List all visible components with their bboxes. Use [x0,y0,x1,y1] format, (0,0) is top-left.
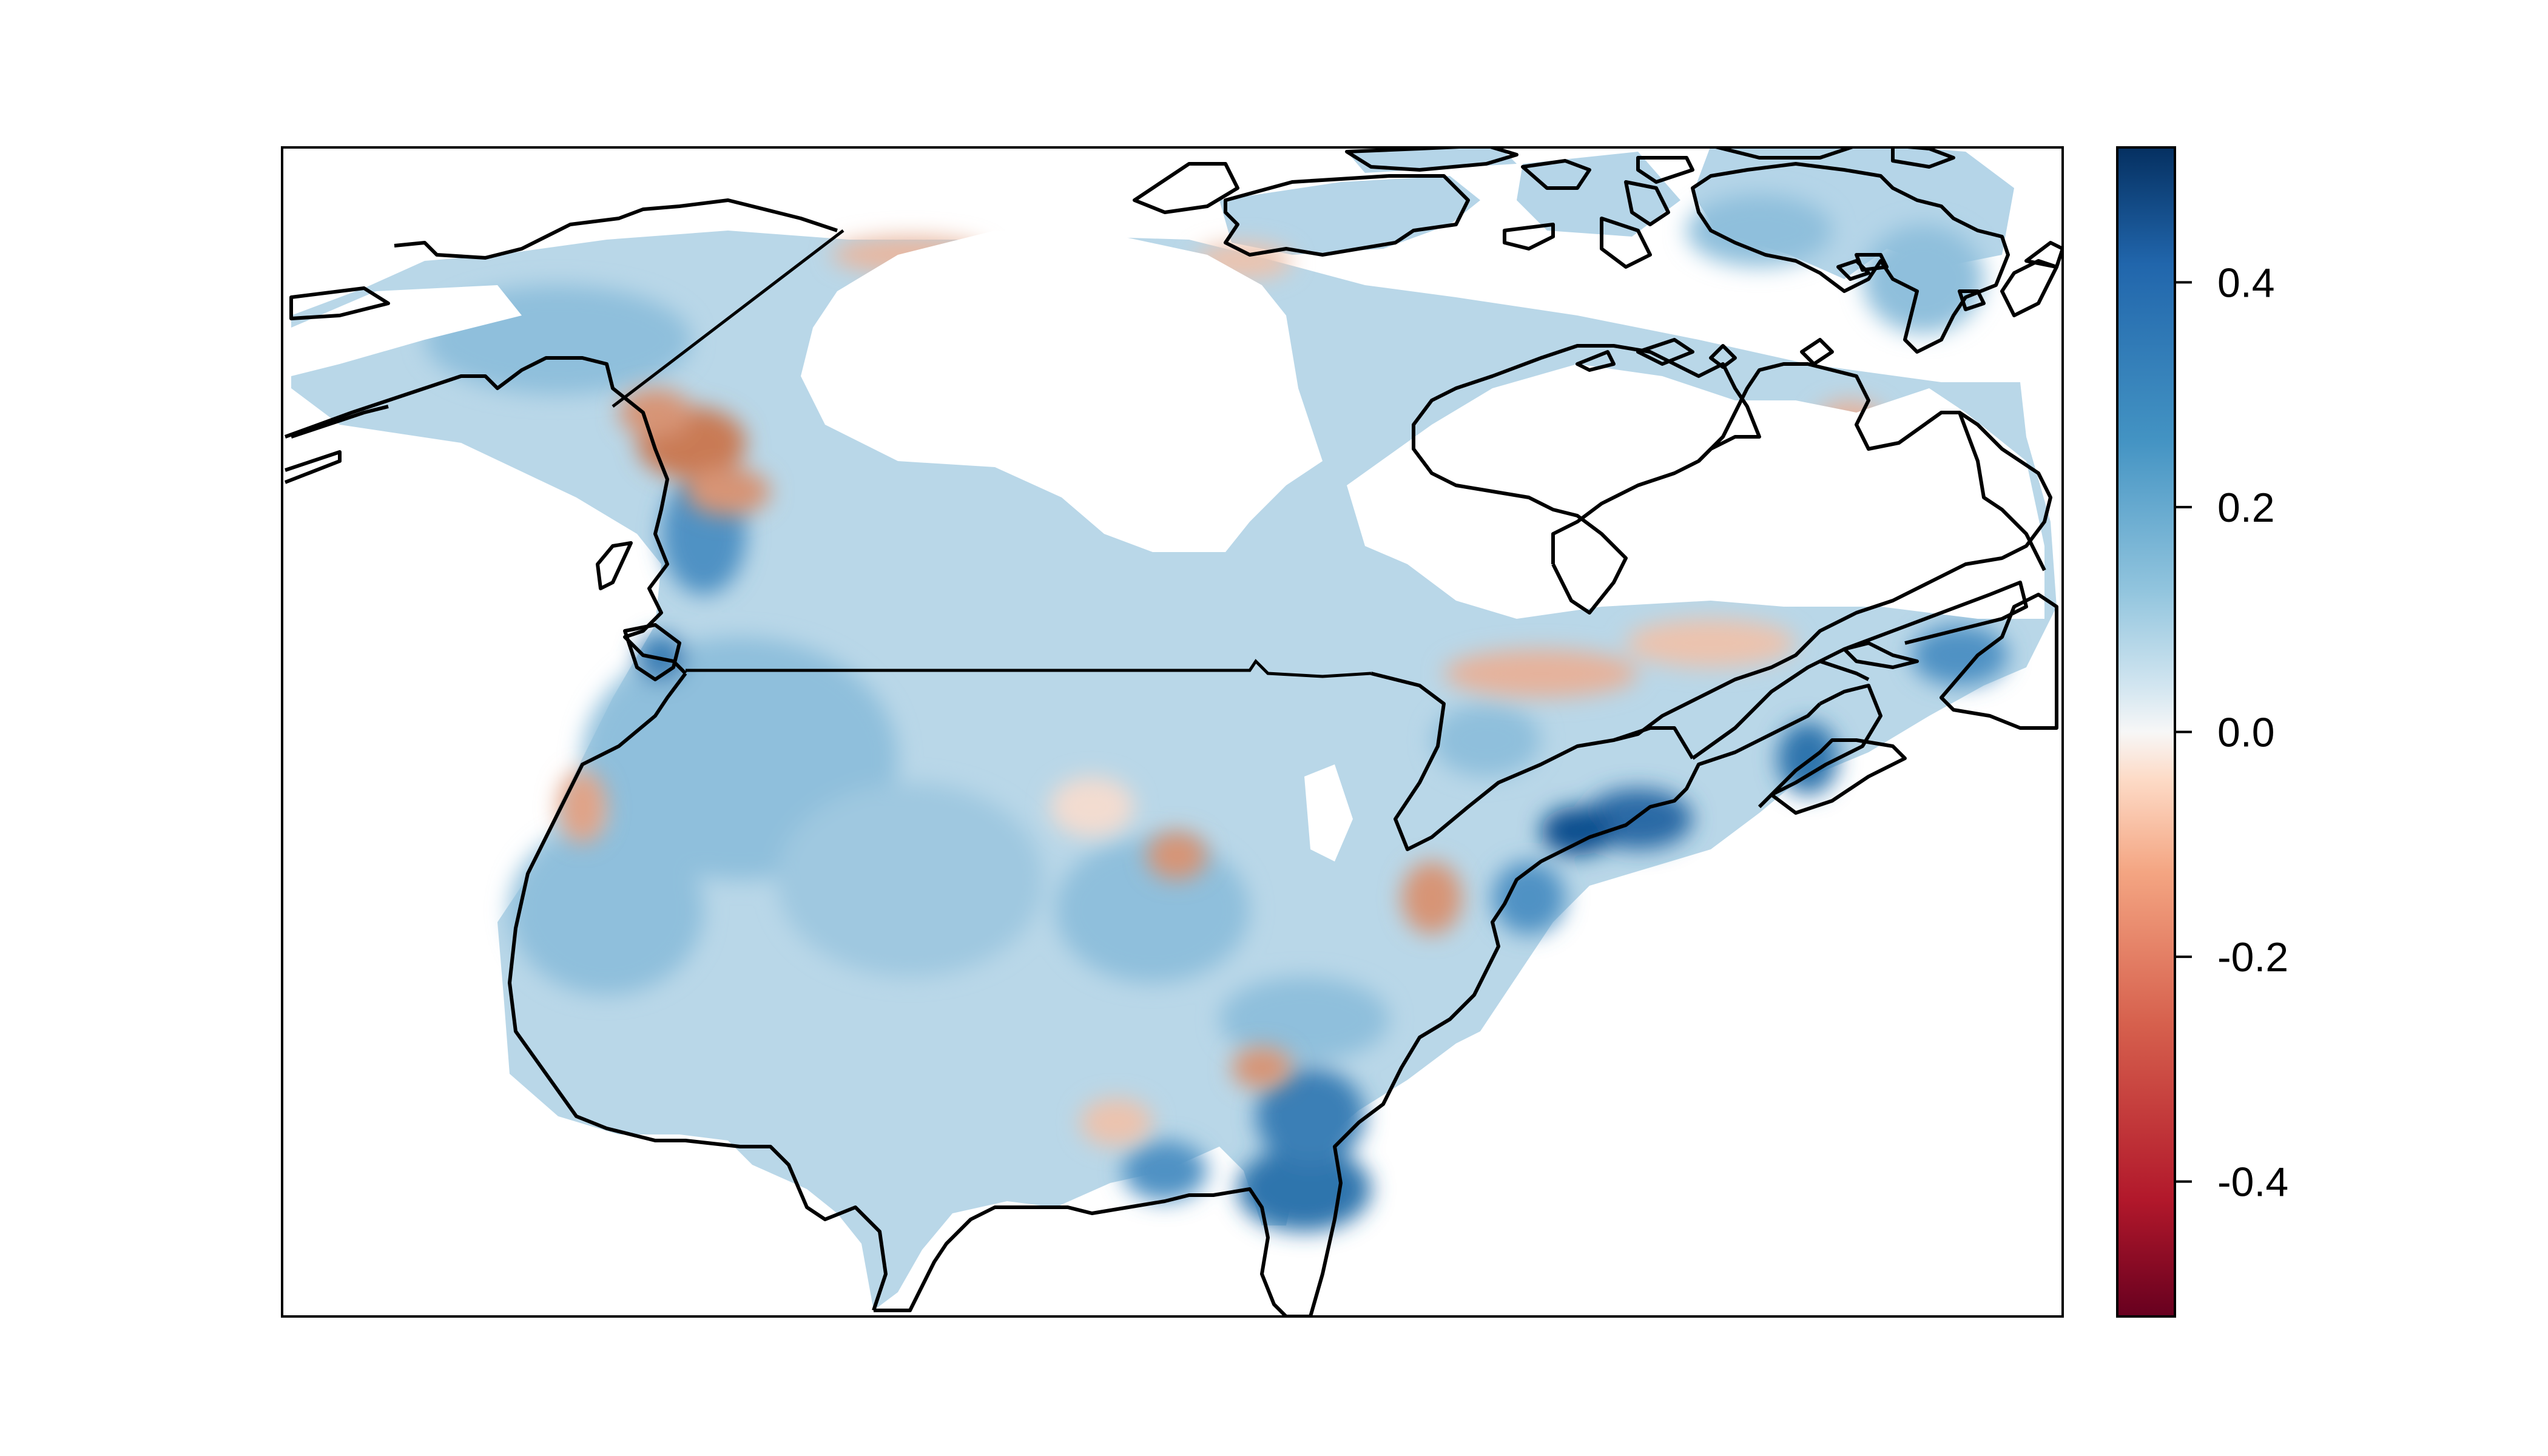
colorbar-tick-label: 0.4 [2217,260,2275,306]
colorbar-tick-label: 0.2 [2217,485,2275,531]
colorbar-ticks: 0.4 0.2 0.0 -0.2 -0.4 [2175,260,2288,1205]
no-data-mask [291,231,2044,861]
us-canada-border [686,659,1372,678]
colorbar-tick-label: -0.2 [2217,934,2288,980]
alaska-canada-border [612,229,844,408]
colorbar-tick-label: 0.0 [2217,710,2275,756]
borders [612,229,1372,678]
map-panel [284,147,2063,1316]
coastlines [284,147,2063,1316]
colorbar-gradient [2116,146,2176,1318]
map-frame [281,146,2064,1318]
colorbar: 0.4 0.2 0.0 -0.2 -0.4 [2116,146,2288,1318]
colorbar-tick-label: -0.4 [2217,1159,2288,1205]
